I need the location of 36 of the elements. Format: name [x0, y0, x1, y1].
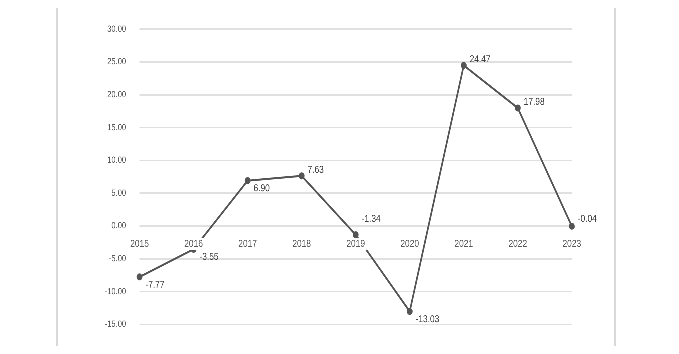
point: [569, 223, 576, 230]
x-tick-label: 2023: [562, 238, 582, 250]
data-label: -13.03: [416, 314, 440, 325]
x-tick-label: 2018: [292, 238, 312, 250]
point: [298, 172, 305, 180]
data-label: -3.55: [200, 252, 219, 262]
y-tick-label: 10.00: [107, 154, 127, 166]
data-label: 17.98: [524, 96, 545, 108]
x-tick-label: 2022: [508, 238, 528, 250]
point: [515, 104, 522, 112]
data-label: -1.34: [362, 213, 381, 224]
x-tick-label: 2016: [184, 238, 204, 250]
y-tick-label: -10.00: [104, 286, 127, 296]
data-label: 24.47: [470, 54, 491, 65]
y-tick-label: -5.00: [109, 252, 127, 264]
x-tick-label: 2015: [130, 238, 150, 250]
point: [460, 62, 468, 70]
y-tick-label: 20.00: [107, 88, 127, 100]
point: [406, 308, 413, 316]
x-tick-label: 2017: [238, 238, 258, 250]
x-tick-label: 2019: [346, 238, 366, 250]
data-label: 6.90: [254, 183, 270, 194]
data-label: 7.63: [308, 164, 324, 176]
point: [244, 178, 251, 184]
point: [136, 274, 143, 281]
y-tick-label: 25.00: [107, 56, 127, 67]
y-tick-label: 5.00: [112, 187, 127, 198]
x-tick-label: 2020: [400, 238, 420, 250]
point: [352, 232, 359, 238]
y-tick-label: -15.00: [104, 318, 127, 330]
data-label: -0.04: [578, 213, 598, 224]
y-tick-label: 0.00: [112, 220, 127, 231]
y-tick-label: 15.00: [107, 122, 127, 132]
x-tick-label: 2021: [454, 238, 474, 250]
y-tick-label: 30.00: [107, 23, 127, 34]
data-label: -7.77: [146, 279, 165, 290]
